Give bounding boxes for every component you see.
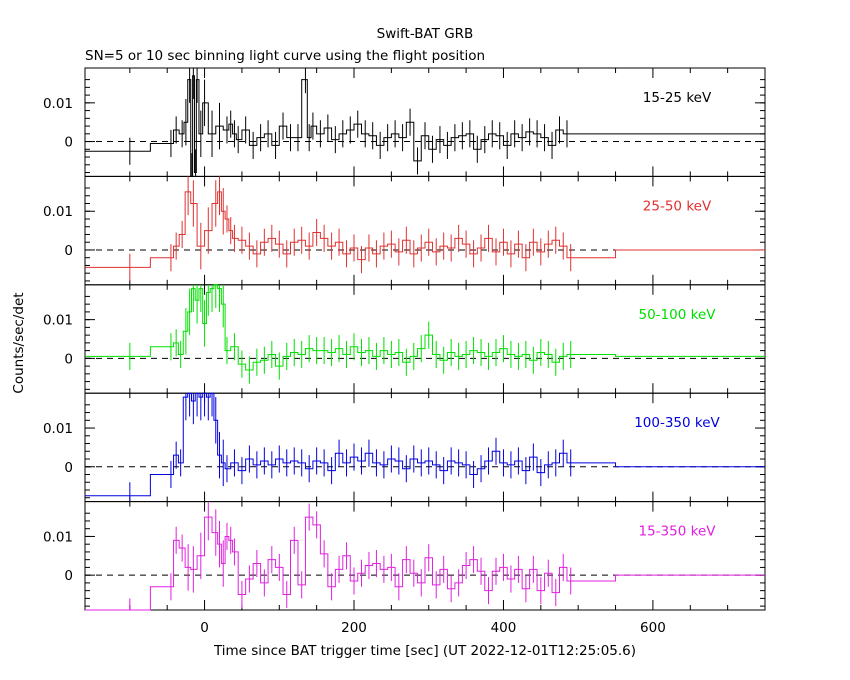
panel-energy-label: 25-50 keV [643,198,712,214]
x-tick-label: 600 [640,620,666,636]
y-tick-label: 0.01 [43,204,73,220]
y-tick-label: 0 [64,135,73,151]
y-tick-label: 0 [64,460,73,476]
panel-frame [84,501,766,611]
panel-energy-label: 15-350 keV [639,524,717,540]
panels-group: 0 0.01 15-25 keV 0 0.01 25-50 keV 0 0.01 50-100 … [43,67,766,636]
chart-title: Swift-BAT GRB [377,26,474,42]
x-axis-label: Time since BAT trigger time [sec] (UT 20… [213,643,636,659]
panel-frame [84,175,766,286]
series-step-line [85,75,765,177]
panel-50-100-keV: 0 0.01 50-100 keV [43,284,766,394]
chart-subtitle: SN=5 or 10 sec binning light curve using… [85,48,485,64]
panel-frame [84,392,766,503]
series-step-line [85,284,765,371]
panel-100-350-keV: 0 0.01 100-350 keV [43,392,766,503]
x-tick-label: 200 [341,620,367,636]
y-axis-label: Counts/sec/det [11,292,27,393]
panel-15-25-keV: 0 0.01 15-25 keV [43,67,766,177]
y-tick-label: 0 [64,351,73,367]
y-tick-label: 0.01 [43,421,73,437]
y-tick-label: 0.01 [43,96,73,112]
y-tick-label: 0 [64,243,73,259]
panel-energy-label: 15-25 keV [643,90,712,106]
series-step-line [85,516,765,611]
y-tick-label: 0.01 [43,529,73,545]
y-tick-label: 0.01 [43,313,73,329]
series-step-line [85,392,765,497]
panel-15-350-keV: 0 0.01 15-350 keV [43,501,766,611]
panel-energy-label: 100-350 keV [634,415,720,431]
panel-25-50-keV: 0 0.01 25-50 keV [43,175,766,286]
x-tick-label: 400 [491,620,517,636]
x-tick-label: 0 [200,620,209,636]
y-tick-label: 0 [64,568,73,584]
panel-energy-label: 50-100 keV [639,307,717,323]
series-step-line [85,191,765,268]
